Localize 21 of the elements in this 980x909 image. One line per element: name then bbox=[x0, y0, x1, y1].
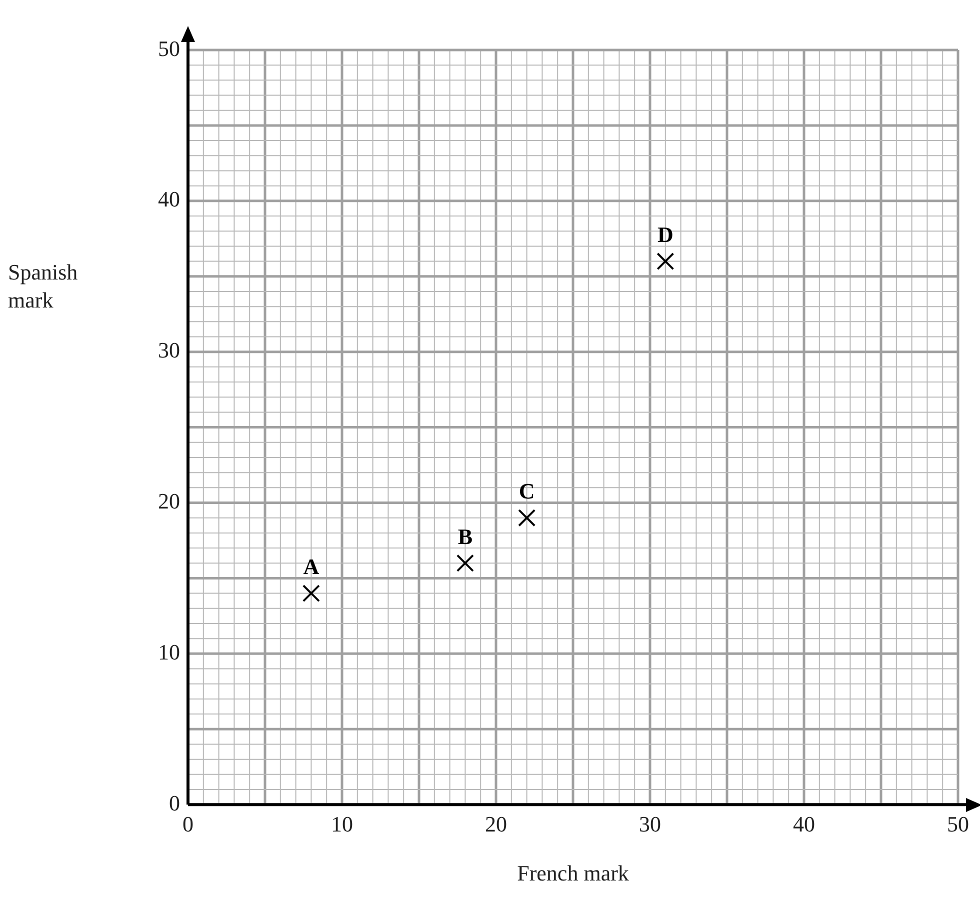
point bbox=[518, 509, 536, 527]
annotation: A bbox=[303, 554, 320, 579]
y-tick-label: 40 bbox=[158, 186, 180, 212]
x-tick-label: 10 bbox=[331, 812, 353, 837]
point bbox=[302, 584, 320, 602]
x-tick-label: 50 bbox=[947, 812, 969, 837]
annotation: C bbox=[518, 478, 535, 504]
annotation: B bbox=[458, 524, 473, 549]
x-tick-label: 20 bbox=[485, 812, 507, 837]
y-tick-label: 50 bbox=[158, 36, 180, 61]
y-tick-label: 30 bbox=[158, 338, 180, 363]
point bbox=[456, 554, 474, 572]
x-tick-label: 30 bbox=[639, 812, 661, 837]
y-axis-title: Spanish mark bbox=[8, 259, 78, 312]
y-tick-label: 20 bbox=[158, 488, 180, 514]
annotation: D bbox=[657, 222, 674, 247]
point bbox=[656, 252, 674, 270]
y-tick-label: 10 bbox=[158, 639, 180, 664]
x-tick-label: 40 bbox=[793, 812, 815, 837]
y-tick-label: 0 bbox=[169, 790, 180, 816]
x-axis-title: French mark bbox=[517, 860, 629, 886]
